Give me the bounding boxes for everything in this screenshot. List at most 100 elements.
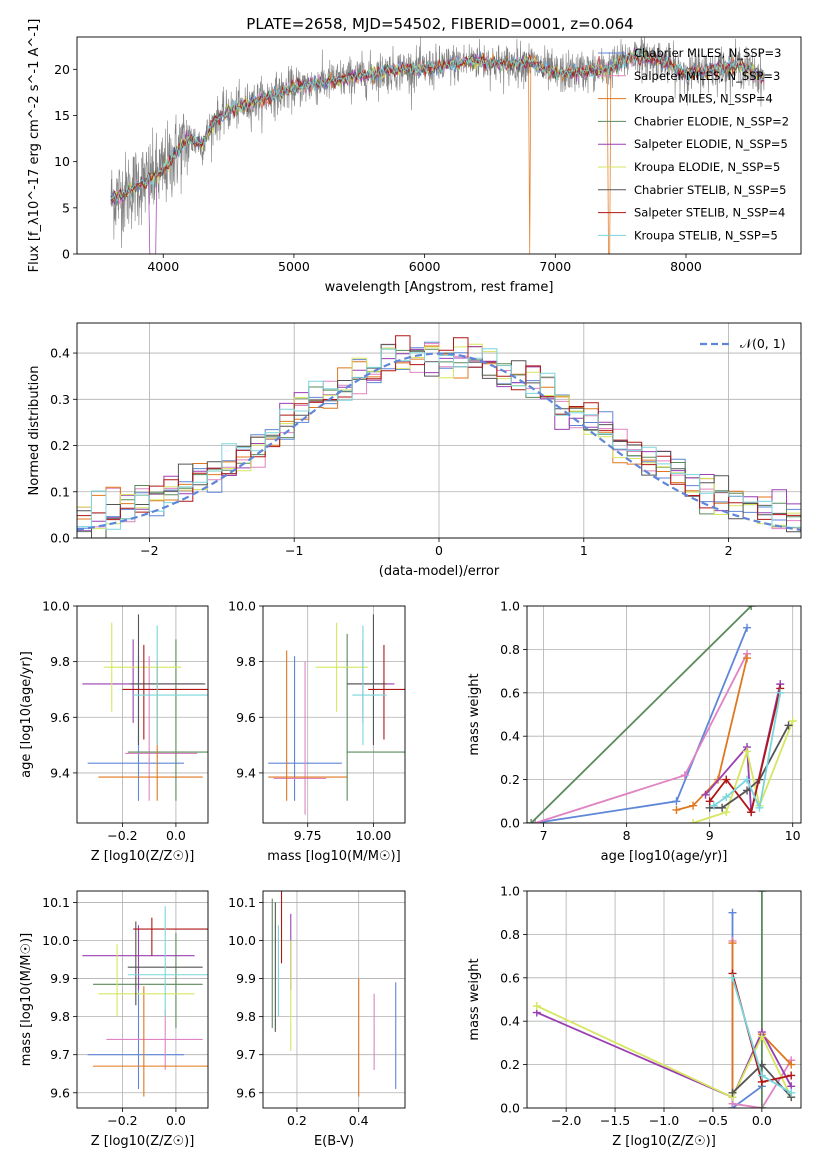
x-tick-label: 6000 (409, 259, 441, 274)
y-tick-label: 9.7 (236, 1047, 256, 1062)
legend-label: Salpeter STELIB, N_SSP=4 (634, 206, 785, 220)
y-tick-label: 9.6 (50, 1085, 70, 1100)
x-tick-label: 0.4 (349, 1113, 369, 1128)
y-tick-label: 9.6 (236, 710, 256, 725)
mass-weight-marker (728, 908, 737, 917)
mass-weight-marker (788, 717, 797, 726)
x-tick-label: 7 (540, 828, 548, 843)
axes-frame-age_vs_Z: −0.2 0.0 9.4 9.6 9.8 10.0 Z [log10(Z/Z☉)] age [… (19, 599, 209, 864)
x-tick-label: 8 (623, 828, 631, 843)
panel-weight_vs_age: 7 8 9 10 0.0 0.2 0.4 0.6 0.8 1.0 age [log10(age/yr… (467, 599, 802, 864)
y-tick-label: 9.4 (236, 765, 256, 780)
mass-weight-marker (757, 1071, 766, 1080)
mass-weight-marker (728, 939, 737, 948)
mass-weight-marker (532, 1002, 541, 1011)
x-tick-label: 0.0 (752, 1113, 772, 1128)
mass-weight-marker (701, 790, 710, 799)
y-tick-label: 0.0 (50, 531, 70, 546)
axes-border (526, 605, 802, 824)
x-axis-label: age [log10(age/yr)] (601, 849, 728, 864)
x-tick-label: 7000 (539, 259, 571, 274)
mass-weight-marker (743, 623, 752, 632)
legend-label: 𝒩(0, 1) (740, 336, 786, 351)
y-tick-label: 9.8 (50, 1009, 70, 1024)
x-tick-label: 0 (435, 543, 443, 558)
y-tick-label: 0.3 (50, 392, 70, 407)
x-tick-label: 10.00 (356, 828, 392, 843)
y-tick-label: 15 (54, 108, 70, 123)
y-tick-label: 5 (62, 200, 70, 215)
mass-weight-marker (743, 775, 752, 784)
mass-weight-marker (689, 801, 698, 810)
mass-weight-marker (755, 803, 764, 812)
panel-age_vs_Z: −0.2 0.0 9.4 9.6 9.8 10.0 Z [log10(Z/Z☉)] age [… (19, 599, 209, 864)
x-tick-label: −0.2 (107, 828, 137, 843)
x-tick-label: −0.2 (107, 1113, 137, 1128)
legend-label: Chabrier MILES, N_SSP=3 (634, 46, 781, 60)
y-tick-label: 9.6 (236, 1085, 256, 1100)
mass-weight-marker (784, 721, 793, 730)
mass-weight-line (530, 606, 752, 823)
mass-weight-marker (787, 1071, 796, 1080)
legend-label: Salpeter ELODIE, N_SSP=5 (634, 137, 788, 151)
panel-spectrum: 4000 5000 6000 7000 8000 0 5 10 15 20 wavelength [… (27, 19, 802, 295)
plot-area-weight_vs_Z (532, 891, 796, 1108)
y-tick-label: 20 (54, 62, 70, 77)
mass-weight-marker (728, 973, 737, 982)
x-tick-label: 0.0 (166, 1113, 186, 1128)
x-tick-label: −2 (140, 543, 158, 558)
axes-border (76, 36, 802, 255)
y-tick-label: 0.4 (500, 729, 520, 744)
panel-weight_vs_Z: −2.0 −1.5 −1.0 −0.5 0.0 0.0 0.2 0.4 0.6 0.8 1.0 Z [… (467, 884, 802, 1149)
y-tick-label: 0.6 (500, 685, 520, 700)
plot-area-age_vs_mass (268, 614, 405, 815)
y-tick-label: 10.0 (228, 933, 256, 948)
y-tick-label: 10.1 (228, 895, 256, 910)
y-tick-label: 0.2 (50, 438, 70, 453)
mass-weight-marker (722, 792, 731, 801)
axes-frame-weight_vs_age: 7 8 9 10 0.0 0.2 0.4 0.6 0.8 1.0 age [log10(age/yr… (467, 599, 802, 864)
axes-border (76, 605, 209, 824)
x-axis-label: Z [log10(Z/Z☉)] (91, 1134, 195, 1149)
plot-area-weight_vs_age (527, 606, 797, 823)
legend-label: Salpeter MILES, N_SSP=3 (634, 69, 780, 83)
y-tick-label: 0.4 (50, 346, 70, 361)
x-tick-label: 0.2 (287, 1113, 307, 1128)
axes-border (262, 605, 406, 824)
y-tick-label: 9.6 (50, 710, 70, 725)
x-tick-label: 4000 (147, 259, 179, 274)
x-tick-label: 10 (785, 828, 801, 843)
y-tick-label: 10.1 (42, 895, 70, 910)
plot-area-residuals (77, 335, 801, 538)
axes-frame-mass_vs_Z: −0.2 0.0 9.6 9.7 9.8 9.9 10.0 10.1 Z [log10(Z/Z☉… (19, 890, 209, 1149)
axes-border (76, 890, 209, 1109)
x-tick-label: 9.75 (294, 828, 322, 843)
y-tick-label: 1.0 (500, 599, 520, 614)
x-tick-label: −2.0 (551, 1113, 581, 1128)
axes-frame-residuals: −2 −1 0 1 2 0.0 0.1 0.2 0.3 0.4 (data-model)/error… (27, 322, 802, 579)
mass-weight-line (536, 1005, 793, 1099)
mass-weight-marker (757, 1104, 766, 1108)
y-tick-label: 9.8 (236, 654, 256, 669)
x-tick-label: −0.5 (698, 1113, 728, 1128)
x-axis-label: Z [log10(Z/Z☉)] (91, 849, 195, 864)
y-tick-label: 0.0 (500, 816, 520, 831)
y-tick-label: 9.8 (236, 1009, 256, 1024)
legend-label: Kroupa ELODIE, N_SSP=5 (634, 160, 780, 174)
panel-mass_vs_ebv: 0.2 0.4 9.6 9.7 9.8 9.9 10.0 10.1 E(B-V) (228, 890, 406, 1149)
mass-weight-marker (689, 819, 698, 823)
y-axis-label: mass weight (467, 673, 482, 755)
y-axis-label: Flux [f_λ10^-17 erg cm^-2 s^-1 A^-1] (27, 19, 42, 273)
mass-weight-marker (672, 797, 681, 806)
mass-weight-marker (709, 801, 718, 810)
x-tick-label: 5000 (278, 259, 310, 274)
mass-weight-line (708, 688, 782, 815)
model-spectrum-line (110, 50, 765, 201)
model-spectrum-line (110, 48, 764, 203)
plot-area-mass_vs_ebv (271, 891, 397, 1097)
residual-histogram-step (77, 348, 801, 532)
x-tick-label: −1 (285, 543, 303, 558)
x-axis-label: wavelength [Angstrom, rest frame] (325, 280, 554, 295)
mass-weight-marker (747, 606, 756, 610)
y-tick-label: 0 (62, 247, 70, 262)
